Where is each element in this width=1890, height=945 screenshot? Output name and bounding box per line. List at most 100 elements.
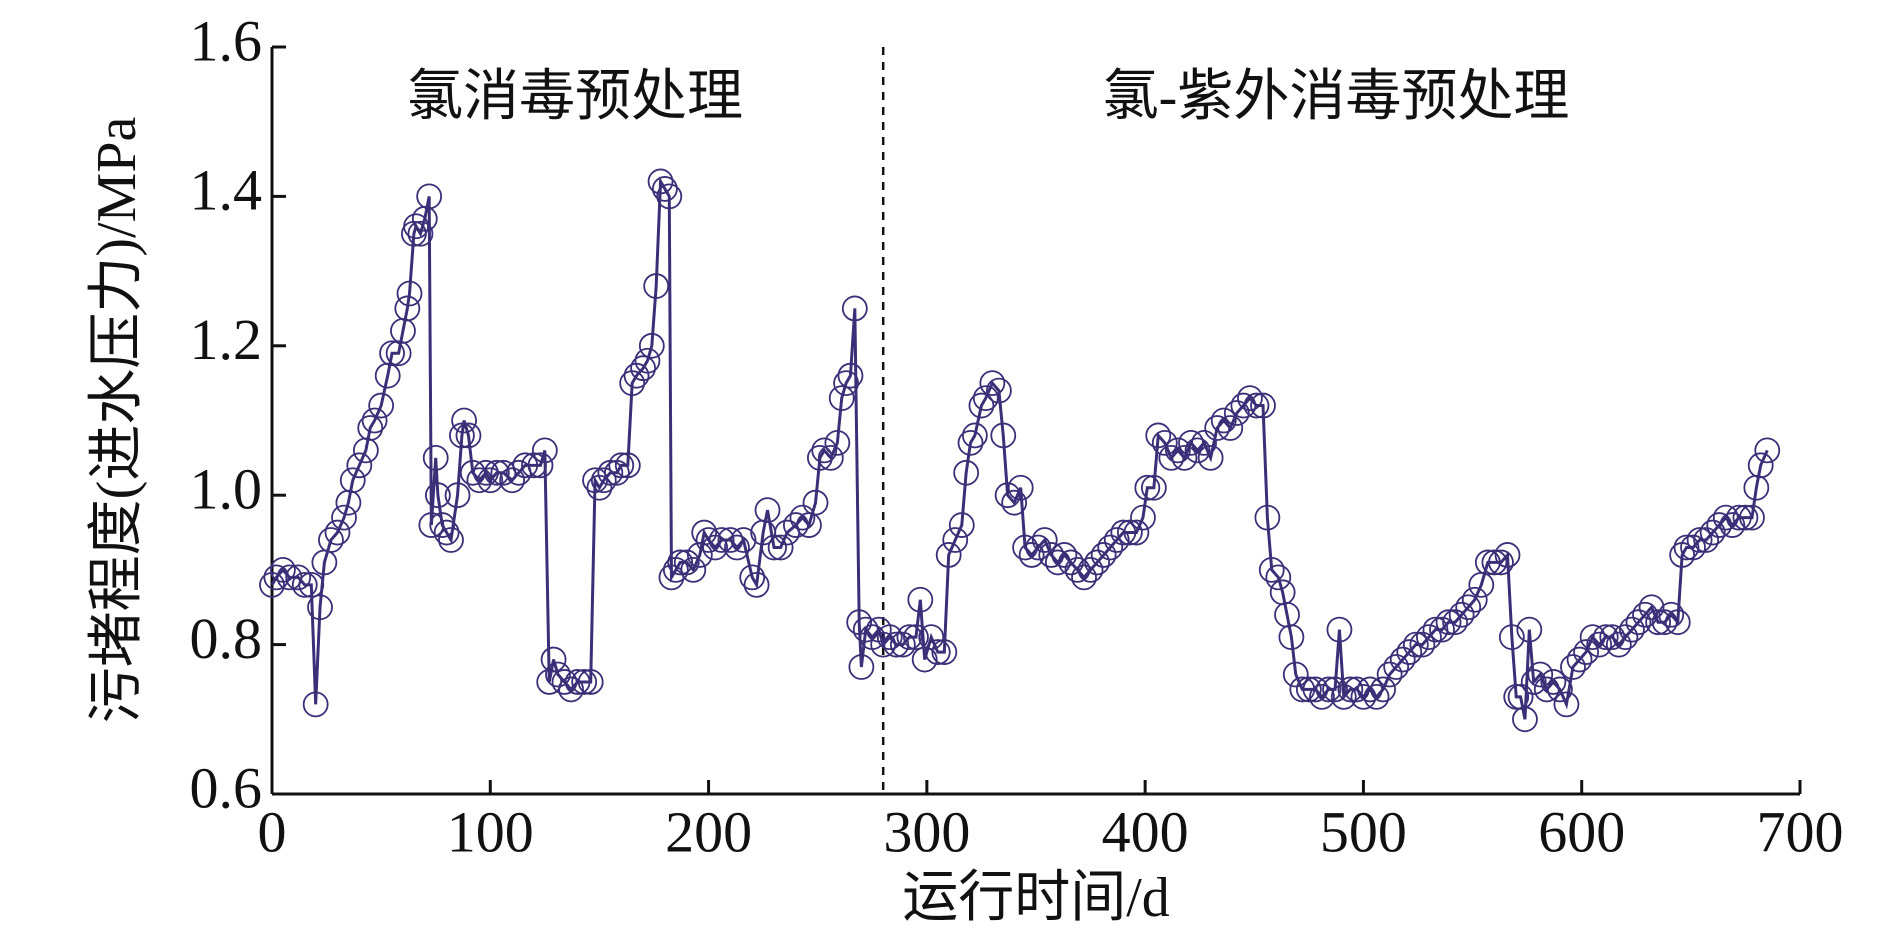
data-point [1171, 444, 1198, 471]
data-point [979, 370, 1006, 397]
data-point [1278, 624, 1305, 651]
data-point [1612, 624, 1639, 651]
data-point [972, 385, 999, 411]
data-point [1315, 676, 1342, 703]
data-point [634, 347, 661, 374]
data-point [1001, 489, 1028, 516]
data-point [1237, 385, 1263, 411]
data-point [903, 624, 929, 651]
data-point [1191, 430, 1217, 456]
data-point [379, 340, 405, 367]
data-point [837, 362, 864, 389]
data-point [1573, 639, 1599, 665]
data-point [298, 571, 325, 598]
data-point [1018, 542, 1045, 568]
data-point [985, 377, 1012, 404]
data-point [1343, 676, 1370, 703]
data-point [1747, 452, 1774, 479]
data-point [1044, 549, 1071, 576]
data-point [743, 571, 770, 598]
data-point [1579, 624, 1606, 651]
x-tick-label: 400 [1102, 799, 1189, 864]
data-point [545, 661, 571, 688]
data-point [302, 691, 329, 718]
data-point [1058, 549, 1084, 576]
data-point [1566, 646, 1593, 673]
data-point [1145, 422, 1172, 449]
data-point [1302, 676, 1329, 703]
data-point [1474, 549, 1501, 576]
data-point [1442, 609, 1469, 636]
data-point [444, 482, 471, 509]
data-point [608, 452, 635, 479]
data-point [1350, 683, 1377, 710]
data-point [263, 564, 290, 591]
data-point [1396, 639, 1423, 665]
data-point [331, 504, 357, 531]
data-point [1204, 415, 1231, 441]
data-point [961, 422, 988, 449]
data-point [1103, 527, 1130, 553]
data-point [1619, 616, 1645, 643]
data-point [451, 407, 477, 434]
data-point [1605, 631, 1632, 658]
data-point [1712, 504, 1739, 531]
data-point [1448, 601, 1475, 628]
data-point [368, 392, 395, 419]
data-point [1658, 601, 1685, 628]
data-point [1322, 676, 1348, 703]
data-point [1599, 624, 1626, 651]
data-point [1282, 661, 1309, 688]
data-point [942, 527, 969, 553]
data-point [1645, 609, 1672, 636]
data-point [767, 534, 794, 561]
data-point [761, 534, 787, 561]
data-point [1553, 691, 1580, 718]
data-point [1295, 676, 1322, 703]
data-point [477, 467, 504, 494]
data-point [876, 624, 903, 651]
data-point [907, 586, 934, 613]
data-point [841, 295, 868, 322]
data-point [680, 557, 707, 583]
data-point [1673, 534, 1700, 561]
data-point [346, 452, 373, 479]
data-point [396, 280, 423, 307]
data-point [1739, 504, 1765, 531]
data-point [614, 452, 641, 479]
data-point [1664, 609, 1691, 636]
data-point [811, 437, 838, 464]
data-point [724, 534, 750, 561]
data-point [1123, 519, 1150, 546]
data-point [1164, 437, 1191, 464]
data-point [828, 385, 855, 411]
data-point [527, 452, 554, 479]
data-point [695, 527, 722, 553]
data-point [754, 497, 781, 524]
y-tick-label: 1.4 [190, 158, 263, 223]
data-point [1516, 616, 1543, 643]
y-tick-label: 1.6 [190, 8, 263, 73]
x-tick-label: 0 [258, 799, 287, 864]
annotation: 氯消毒预处理 [407, 66, 743, 128]
data-point [564, 669, 591, 695]
data-point [407, 220, 434, 247]
data-point [702, 534, 729, 561]
data-point [931, 639, 958, 665]
data-point [948, 512, 975, 538]
y-tick-label: 1.2 [190, 307, 263, 372]
data-point [1250, 392, 1276, 419]
data-point [531, 437, 558, 464]
data-point [551, 669, 578, 695]
data-point [291, 571, 318, 598]
data-point [802, 489, 829, 516]
data-point [1210, 407, 1237, 434]
data-point [638, 332, 665, 359]
data-point [416, 183, 443, 210]
y-axis-label: 污堵程度(进水压力)/MPa [86, 117, 148, 724]
data-point [994, 482, 1021, 509]
data-point [1223, 400, 1250, 426]
data-point [1527, 661, 1554, 688]
data-point [1498, 624, 1525, 651]
data-point [656, 183, 683, 210]
